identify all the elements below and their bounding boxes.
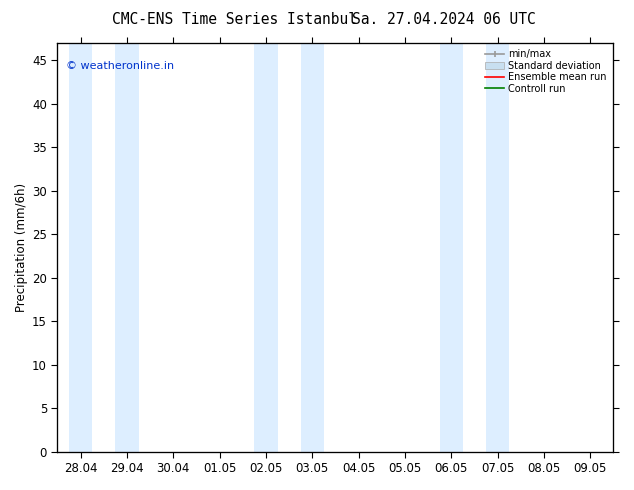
Text: CMC-ENS Time Series Istanbul: CMC-ENS Time Series Istanbul [112, 12, 357, 27]
Text: © weatheronline.in: © weatheronline.in [66, 61, 174, 71]
Y-axis label: Precipitation (mm/6h): Precipitation (mm/6h) [15, 183, 28, 312]
Legend: min/max, Standard deviation, Ensemble mean run, Controll run: min/max, Standard deviation, Ensemble me… [483, 48, 609, 96]
Bar [69, 43, 92, 452]
Text: Sa. 27.04.2024 06 UTC: Sa. 27.04.2024 06 UTC [352, 12, 536, 27]
Bar [254, 43, 278, 452]
Bar [301, 43, 324, 452]
Bar [440, 43, 463, 452]
Bar [486, 43, 509, 452]
Bar [115, 43, 139, 452]
